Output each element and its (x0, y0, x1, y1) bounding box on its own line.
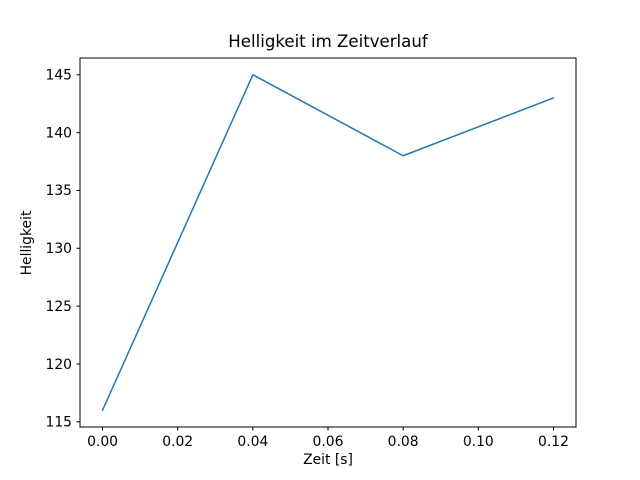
x-tick-label: 0.12 (538, 434, 569, 450)
y-tick-label: 145 (45, 68, 72, 84)
y-tick-label: 130 (45, 241, 72, 257)
x-tick-label: 0.08 (388, 434, 419, 450)
x-tick-label: 0.04 (237, 434, 268, 450)
x-axis-label: Zeit [s] (303, 452, 353, 468)
chart-title: Helligkeit im Zeitverlauf (228, 32, 428, 51)
x-tick-label: 0.10 (463, 434, 494, 450)
axes-spines (79, 57, 577, 428)
x-tick-label: 0.06 (313, 434, 344, 450)
y-tick-label: 135 (45, 183, 72, 199)
y-tick-label: 125 (45, 299, 72, 315)
y-tick-label: 120 (45, 357, 72, 373)
data-line (101, 74, 555, 411)
x-tick-label: 0.00 (87, 434, 118, 450)
x-tick-label: 0.02 (162, 434, 193, 450)
y-tick-label: 115 (45, 415, 72, 431)
y-tick-label: 140 (45, 125, 72, 141)
